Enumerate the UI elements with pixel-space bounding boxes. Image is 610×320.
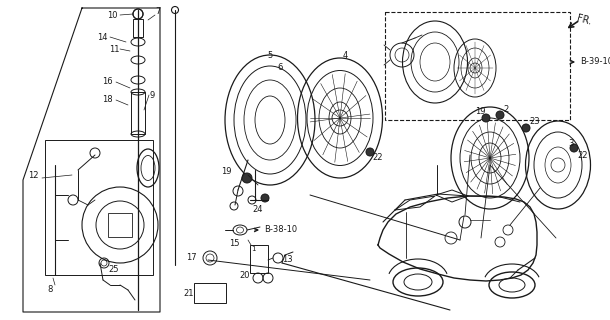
Text: 4: 4 [342,51,348,60]
Bar [131,92,145,134]
Text: 3: 3 [568,139,573,148]
Text: 19: 19 [475,108,485,116]
Circle shape [366,148,374,156]
Text: 19: 19 [221,167,232,177]
Text: 24: 24 [253,205,264,214]
Bar [45,140,153,275]
Bar [133,19,143,37]
Circle shape [496,111,504,119]
Text: 25: 25 [108,266,118,275]
Text: 12: 12 [28,171,38,180]
Text: B-38-10: B-38-10 [264,226,297,235]
Text: 16: 16 [102,77,113,86]
Bar [108,213,132,237]
Text: 5: 5 [267,51,273,60]
Circle shape [482,114,490,122]
Text: 6: 6 [278,63,282,73]
Circle shape [261,194,269,202]
Text: 10: 10 [107,11,118,20]
Text: 11: 11 [109,44,120,53]
Text: 20: 20 [240,270,250,279]
Text: 14: 14 [97,33,107,42]
Text: 1: 1 [251,246,256,252]
Text: 18: 18 [102,95,113,105]
Bar [250,245,268,273]
Text: 21: 21 [184,289,194,298]
Text: 23: 23 [529,117,540,126]
Text: B-39-10: B-39-10 [580,58,610,67]
Bar [194,283,226,303]
Text: 22: 22 [577,150,587,159]
Text: 22: 22 [372,154,382,163]
Text: 8: 8 [47,285,52,294]
Bar [385,12,570,120]
Text: 15: 15 [229,239,240,249]
Text: FR.: FR. [576,13,593,27]
Text: 17: 17 [187,253,197,262]
Text: 2: 2 [503,106,508,115]
Circle shape [570,144,578,152]
Text: 7: 7 [155,7,160,17]
Circle shape [522,124,530,132]
Text: 9: 9 [150,91,156,100]
Circle shape [242,173,252,183]
Text: 13: 13 [282,255,293,265]
